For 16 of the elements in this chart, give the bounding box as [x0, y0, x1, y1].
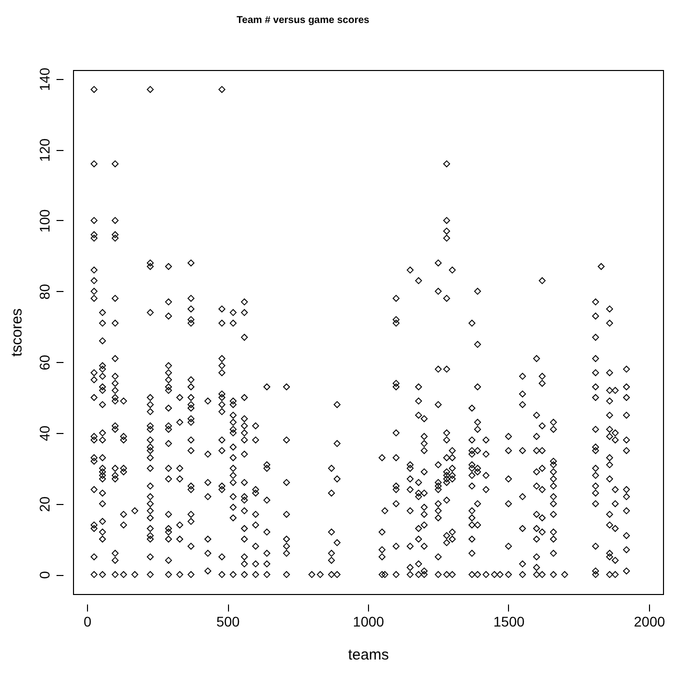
x-tick-label: 2000 [634, 614, 666, 630]
y-tick-label: 20 [36, 496, 52, 512]
x-axis-title: teams [348, 646, 389, 664]
y-tick-label: 100 [36, 209, 52, 233]
y-tick-label: 0 [36, 570, 52, 579]
x-tick-label: 1500 [493, 614, 525, 630]
y-tick-label: 140 [36, 67, 52, 92]
chart-title: Team # versus game scores [236, 15, 370, 26]
x-tick-label: 500 [216, 614, 240, 630]
y-tick-label: 60 [36, 354, 52, 370]
y-tick-label: 80 [36, 284, 52, 300]
x-tick-label: 0 [84, 614, 92, 630]
y-tick-label: 40 [36, 425, 52, 442]
y-tick-label: 120 [36, 138, 52, 162]
y-axis-title: tscores [8, 308, 26, 357]
x-tick-label: 1000 [352, 614, 384, 630]
